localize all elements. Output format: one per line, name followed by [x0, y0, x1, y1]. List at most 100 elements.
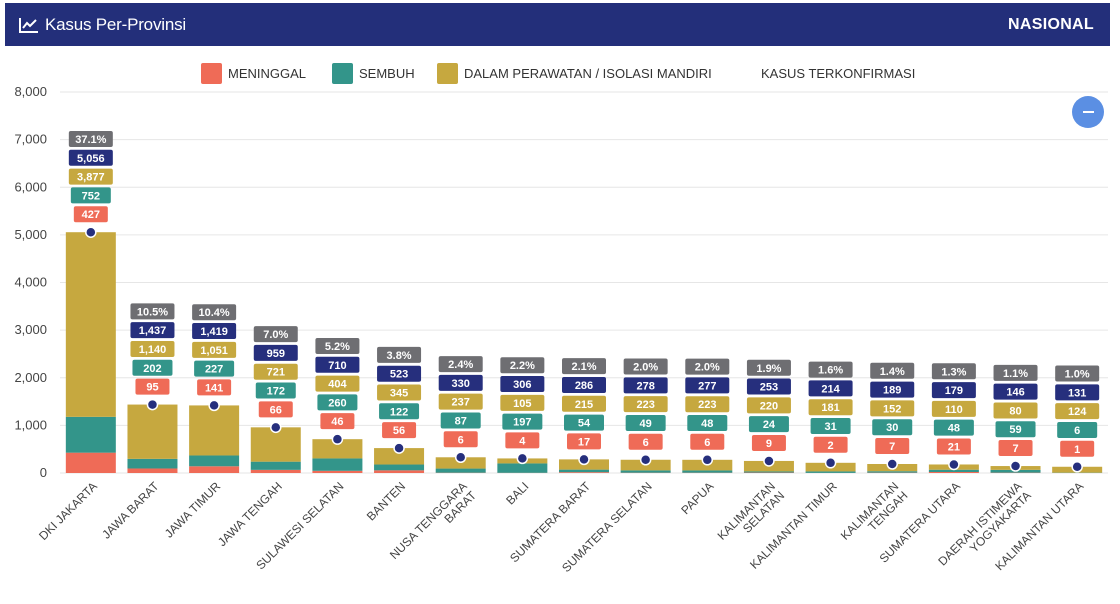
- x-tick-label[interactable]: BALI: [503, 479, 531, 507]
- bar-perawatan[interactable]: [127, 405, 177, 459]
- bar-sembuh[interactable]: [744, 471, 794, 472]
- point-terkonfirmasi[interactable]: [517, 453, 527, 463]
- point-terkonfirmasi[interactable]: [209, 400, 219, 410]
- point-terkonfirmasi[interactable]: [1011, 461, 1021, 471]
- point-terkonfirmasi[interactable]: [456, 452, 466, 462]
- label-sembuh: 260: [328, 397, 346, 409]
- label-percentage: 2.4%: [448, 359, 473, 371]
- zoom-out-button[interactable]: [1072, 96, 1104, 128]
- x-tick-label[interactable]: DKI JAKARTA: [36, 479, 100, 543]
- bar-sembuh[interactable]: [127, 459, 177, 469]
- label-percentage: 1.3%: [941, 366, 966, 378]
- bar-perawatan[interactable]: [189, 405, 239, 455]
- x-tick-label-line: JAWA BARAT: [99, 479, 162, 542]
- bar-sembuh[interactable]: [189, 455, 239, 466]
- line-chart-icon: [19, 17, 39, 33]
- bar-sembuh[interactable]: [621, 470, 671, 472]
- label-meninggal: 95: [146, 382, 158, 394]
- bar-sembuh[interactable]: [251, 462, 301, 470]
- point-terkonfirmasi[interactable]: [1072, 462, 1082, 472]
- label-perawatan: 404: [328, 379, 347, 391]
- label-sembuh: 30: [886, 422, 898, 434]
- label-perawatan: 80: [1009, 405, 1021, 417]
- point-terkonfirmasi[interactable]: [147, 400, 157, 410]
- y-tick-label: 0: [40, 465, 47, 480]
- legend-item[interactable]: MENINGGAL: [228, 66, 306, 81]
- bar-sembuh[interactable]: [312, 458, 362, 470]
- bar-meninggal[interactable]: [929, 472, 979, 473]
- x-tick-label[interactable]: JAWA TENGAH: [215, 479, 285, 549]
- label-meninggal: 141: [205, 382, 223, 394]
- label-sembuh: 752: [82, 190, 100, 202]
- label-meninggal: 7: [889, 441, 895, 453]
- legend-swatch[interactable]: [201, 63, 222, 84]
- bar-sembuh[interactable]: [806, 471, 856, 472]
- bar-meninggal[interactable]: [312, 471, 362, 473]
- legend-swatch[interactable]: [332, 63, 353, 84]
- scope-link[interactable]: NASIONAL: [1008, 16, 1094, 34]
- point-terkonfirmasi[interactable]: [702, 455, 712, 465]
- label-meninggal: 46: [331, 416, 343, 428]
- label-percentage: 10.5%: [137, 306, 168, 318]
- label-terkonfirmasi: 214: [821, 383, 840, 395]
- legend-item[interactable]: DALAM PERAWATAN / ISOLASI MANDIRI: [464, 66, 712, 81]
- x-tick-label-line: JAWA TIMUR: [162, 479, 224, 541]
- bar-sembuh[interactable]: [66, 417, 116, 453]
- label-perawatan: 110: [945, 404, 963, 416]
- label-perawatan: 721: [267, 367, 285, 379]
- label-meninggal: 1: [1074, 444, 1080, 456]
- legend-item[interactable]: KASUS TERKONFIRMASI: [761, 66, 915, 81]
- label-sembuh: 122: [390, 406, 408, 418]
- bar-sembuh[interactable]: [374, 465, 424, 471]
- legend-item[interactable]: SEMBUH: [359, 66, 415, 81]
- x-tick-label[interactable]: PAPUA: [678, 479, 716, 517]
- bar-meninggal[interactable]: [127, 468, 177, 473]
- point-terkonfirmasi[interactable]: [394, 443, 404, 453]
- y-tick-label: 3,000: [14, 322, 47, 337]
- chart-header: Kasus Per-Provinsi NASIONAL: [5, 3, 1110, 46]
- point-terkonfirmasi[interactable]: [764, 456, 774, 466]
- label-sembuh: 172: [267, 386, 285, 398]
- label-terkonfirmasi: 189: [883, 385, 901, 397]
- bar-meninggal[interactable]: [374, 470, 424, 473]
- x-tick-label[interactable]: JAWA BARAT: [99, 479, 162, 542]
- label-perawatan: 215: [575, 399, 593, 411]
- point-terkonfirmasi[interactable]: [826, 458, 836, 468]
- x-tick-label-line: BANTEN: [364, 479, 408, 523]
- point-terkonfirmasi[interactable]: [271, 422, 281, 432]
- point-terkonfirmasi[interactable]: [579, 454, 589, 464]
- label-percentage: 5.2%: [325, 341, 350, 353]
- point-terkonfirmasi[interactable]: [641, 455, 651, 465]
- label-percentage: 2.1%: [571, 361, 596, 373]
- bar-meninggal[interactable]: [559, 472, 609, 473]
- label-perawatan: 223: [636, 399, 654, 411]
- label-percentage: 2.0%: [633, 362, 658, 374]
- label-terkonfirmasi: 131: [1068, 387, 1086, 399]
- label-sembuh: 54: [578, 418, 591, 430]
- point-terkonfirmasi[interactable]: [332, 434, 342, 444]
- bar-meninggal[interactable]: [66, 453, 116, 473]
- bar-sembuh[interactable]: [436, 469, 486, 473]
- bar-perawatan[interactable]: [66, 232, 116, 417]
- label-sembuh: 197: [513, 417, 531, 429]
- legend-swatch[interactable]: [437, 63, 458, 84]
- bar-sembuh[interactable]: [867, 471, 917, 472]
- point-terkonfirmasi[interactable]: [887, 459, 897, 469]
- bar-sembuh[interactable]: [559, 470, 609, 473]
- point-terkonfirmasi[interactable]: [86, 227, 96, 237]
- x-tick-label[interactable]: JAWA TIMUR: [162, 479, 224, 541]
- bar-meninggal[interactable]: [251, 470, 301, 473]
- bar-meninggal[interactable]: [189, 466, 239, 473]
- label-percentage: 2.2%: [510, 360, 535, 372]
- x-tick-label[interactable]: BANTEN: [364, 479, 408, 523]
- label-terkonfirmasi: 146: [1006, 387, 1024, 399]
- label-perawatan: 3,877: [77, 172, 105, 184]
- label-sembuh: 59: [1009, 424, 1021, 436]
- label-percentage: 1.6%: [818, 365, 843, 377]
- point-terkonfirmasi[interactable]: [949, 459, 959, 469]
- label-percentage: 1.1%: [1003, 368, 1028, 380]
- bar-sembuh[interactable]: [682, 470, 732, 472]
- header-title-group: Kasus Per-Provinsi: [19, 15, 186, 35]
- bar-sembuh[interactable]: [497, 463, 547, 472]
- x-tick-label-line: JAWA TENGAH: [215, 479, 285, 549]
